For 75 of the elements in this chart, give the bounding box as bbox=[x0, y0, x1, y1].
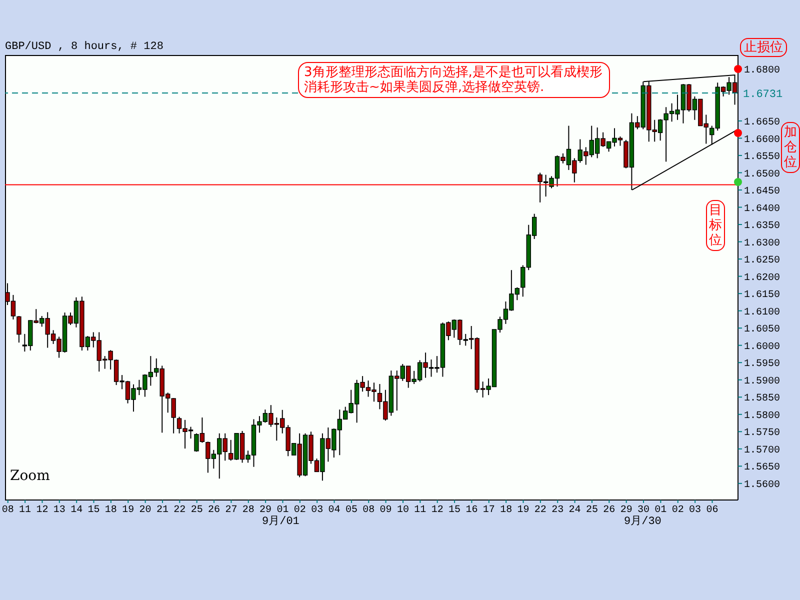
x-tick-label: 12 bbox=[431, 505, 444, 516]
x-tick-label: 01 bbox=[654, 505, 667, 516]
x-tick-label: 23 bbox=[552, 505, 564, 516]
y-tick-label: 1.6600 bbox=[744, 134, 780, 146]
x-tick-label: 24 bbox=[568, 505, 581, 516]
y-tick-label: 1.6500 bbox=[744, 169, 780, 180]
x-tick-label: 13 bbox=[53, 505, 66, 516]
y-tick-label: 1.5900 bbox=[744, 376, 780, 388]
x-tick-label: 03 bbox=[689, 505, 702, 516]
y-tick-label: 1.6350 bbox=[744, 221, 780, 232]
x-tick-label: 06 bbox=[706, 505, 718, 516]
y-tick-label: 1.5950 bbox=[744, 359, 780, 370]
x-tick-label: 25 bbox=[190, 505, 203, 516]
y-tick-label: 1.5700 bbox=[744, 445, 780, 456]
y-tick-label: 1.5800 bbox=[744, 410, 780, 422]
x-tick-label: 12 bbox=[36, 505, 48, 516]
annotation: 3角形整理形态面临方向选择,是不是也可以看成楔形消耗形攻击~如果美圆反弹,选择做空英镑. bbox=[298, 62, 610, 98]
y-tick-label: 1.6650 bbox=[744, 117, 780, 128]
x-tick-label: 26 bbox=[603, 505, 616, 516]
y-tick-label: 1.6100 bbox=[744, 307, 780, 318]
x-tick-label: 02 bbox=[672, 505, 684, 516]
x-tick-label: 18 bbox=[104, 505, 117, 516]
y-tick-label: 1.6000 bbox=[744, 342, 780, 353]
y-tick-label: 1.5600 bbox=[744, 480, 780, 491]
y-tick-label: 1.6050 bbox=[744, 324, 780, 336]
x-tick-label: 09 bbox=[380, 505, 392, 516]
y-tick-label: 1.5650 bbox=[744, 462, 780, 474]
text: 加仓位 bbox=[781, 122, 800, 173]
annotation: Zoom bbox=[10, 468, 50, 484]
candlestick bbox=[16, 315, 22, 344]
x-tick-label: 17 bbox=[482, 505, 495, 516]
x-tick-label: 25 bbox=[586, 505, 598, 516]
x-tick-label: 20 bbox=[139, 505, 152, 516]
x-tick-label: 19 bbox=[517, 505, 530, 516]
y-tick-label: 1.6800 bbox=[744, 66, 780, 77]
x-tick-label: 29 bbox=[620, 505, 632, 516]
x-tick-label: 21 bbox=[156, 505, 168, 516]
x-tick-label: 05 bbox=[345, 505, 358, 516]
x-tick-label: 26 bbox=[208, 505, 220, 516]
x-tick-label: 10 bbox=[396, 505, 410, 516]
text: 9月/30 bbox=[624, 514, 662, 528]
chart-title: GBP/USD , 8 hours, # 128 bbox=[5, 41, 164, 53]
y-tick-label: 1.5750 bbox=[744, 428, 780, 440]
y-tick-label: 1.5850 bbox=[744, 394, 780, 405]
x-tick-label: 27 bbox=[225, 505, 238, 516]
y-tick-label: 1.6300 bbox=[744, 238, 780, 250]
x-tick-label: 02 bbox=[294, 505, 306, 516]
x-tick-label: 14 bbox=[70, 505, 83, 516]
y-tick-label: 1.6200 bbox=[744, 272, 780, 284]
x-tick-label: 01 bbox=[276, 505, 289, 516]
x-tick-label: 28 bbox=[242, 505, 254, 516]
y-tick-label: 1.6550 bbox=[744, 152, 780, 164]
x-tick-label: 15 bbox=[448, 505, 461, 516]
x-tick-label: 11 bbox=[414, 505, 426, 516]
y-tick-label: 1.6450 bbox=[744, 186, 780, 198]
annotation: 目标位 bbox=[706, 200, 725, 251]
y-tick-label: 1.6150 bbox=[744, 290, 780, 302]
x-tick-label: 16 bbox=[466, 505, 478, 516]
text: 9月/01 bbox=[262, 514, 300, 528]
x-tick-label: 22 bbox=[174, 505, 186, 516]
x-tick-label: 11 bbox=[19, 505, 32, 516]
x-tick-label: 08 bbox=[362, 505, 375, 516]
text: 止损位 bbox=[740, 38, 787, 57]
x-tick-label: 29 bbox=[260, 505, 272, 516]
x-tick-label: 03 bbox=[311, 505, 324, 516]
x-tick-label: 22 bbox=[534, 505, 546, 516]
x-tick-label: 04 bbox=[328, 505, 340, 516]
y-tick-label: 1.6400 bbox=[744, 204, 780, 215]
x-tick-label: 30 bbox=[638, 505, 650, 516]
x-tick-label: 08 bbox=[2, 505, 14, 516]
x-tick-label: 15 bbox=[88, 505, 100, 516]
x-tick-label: 19 bbox=[122, 505, 134, 516]
x-tick-label: 18 bbox=[500, 505, 512, 516]
y-tick-label: 1.6250 bbox=[744, 256, 780, 267]
ref-line-label: 1.6731 bbox=[743, 88, 784, 101]
